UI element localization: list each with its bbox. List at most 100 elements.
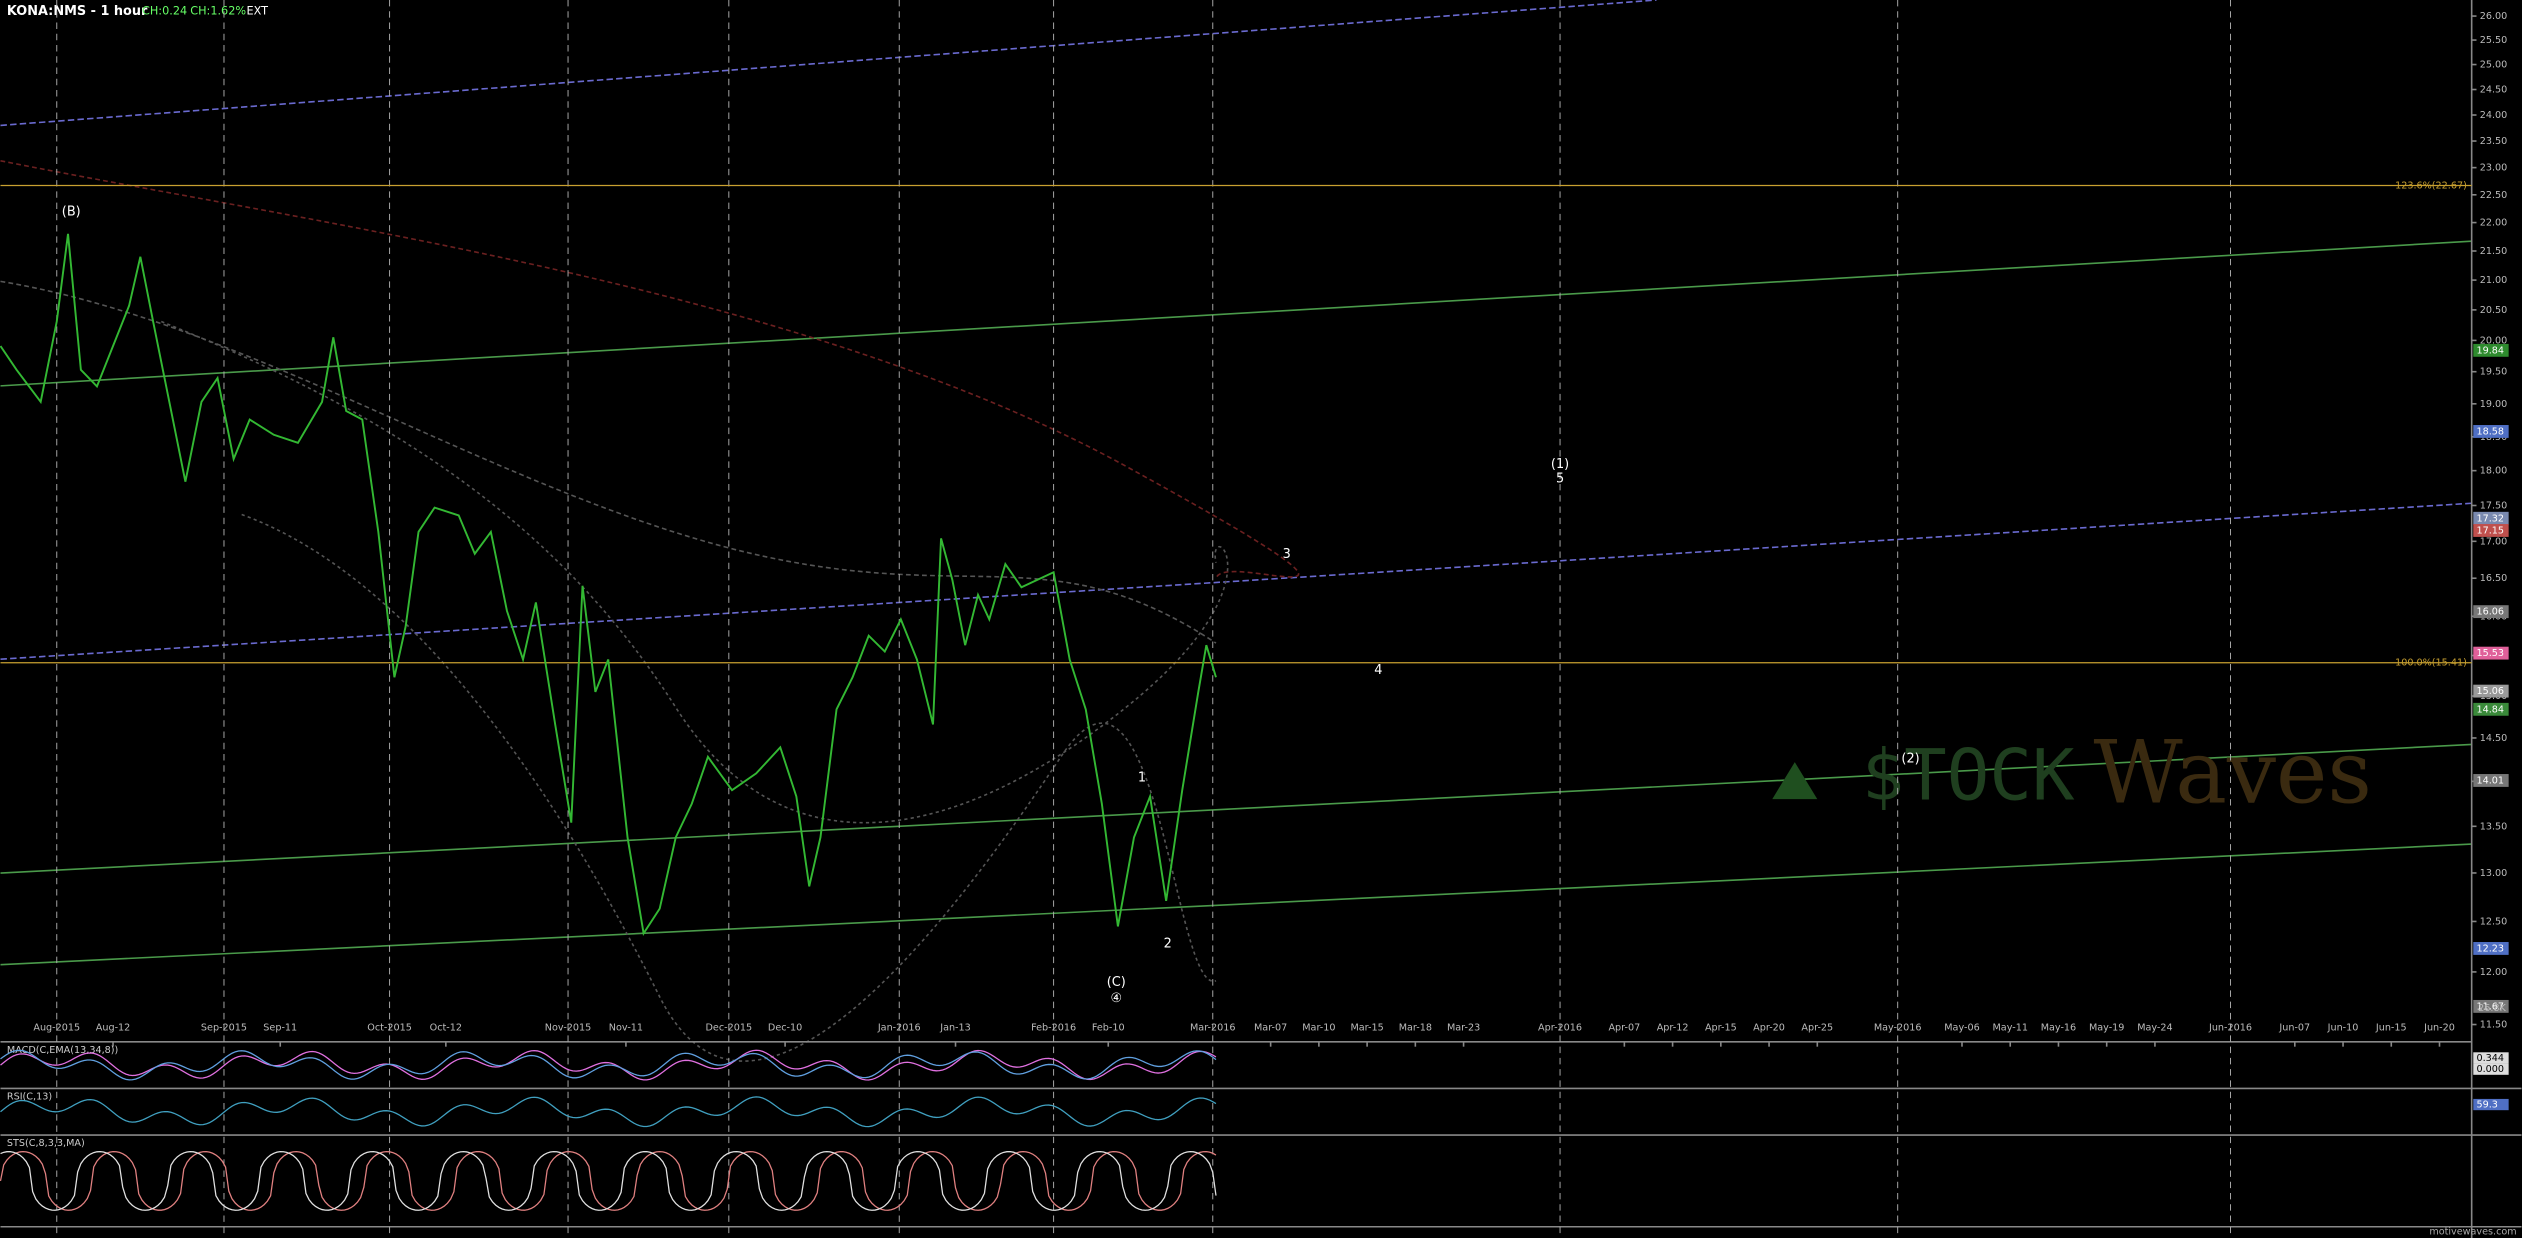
trend-line [0, 743, 2472, 874]
price-tag [2473, 511, 2509, 525]
wave-label: (C) [1107, 975, 1126, 990]
y-tick-label: 22.00 [2480, 218, 2508, 229]
x-tick-label: May-24 [2137, 1022, 2172, 1033]
x-tick-label: Apr-07 [1608, 1022, 1640, 1033]
x-tick-label: Jun-20 [2423, 1022, 2455, 1033]
readout-box [2473, 1052, 2509, 1064]
x-tick-label: Apr-15 [1705, 1022, 1737, 1033]
x-tick-label: Jun-2016 [2208, 1022, 2252, 1033]
footer: motivewaves.com [2429, 1227, 2516, 1238]
x-tick-label: Apr-25 [1801, 1022, 1833, 1033]
price-tag-label: 15.06 [2476, 686, 2504, 697]
bollinger-band [241, 513, 1217, 1062]
price-tag-label: 17.32 [2476, 513, 2504, 524]
y-tick-label: 25.50 [2480, 35, 2508, 46]
price-tag [2473, 425, 2509, 438]
session: EXT [246, 4, 268, 17]
price-tag-label: 18.58 [2476, 426, 2504, 437]
indicator-line [0, 1096, 1217, 1128]
x-tick-label: Mar-23 [1447, 1022, 1480, 1033]
price-tag [2473, 343, 2509, 357]
y-tick-label: 24.00 [2480, 110, 2508, 121]
y-tick-label: 16.50 [2480, 573, 2508, 584]
wave-label: ④ [1111, 991, 1123, 1006]
x-tick-label: Sep-2015 [201, 1022, 247, 1033]
fib-label: 100.0%(15.41) [2395, 658, 2467, 669]
y-tick-label: 21.00 [2480, 275, 2508, 286]
y-tick-label: 13.50 [2480, 821, 2508, 832]
wave-label: (1) [1551, 457, 1569, 472]
x-tick-label: Mar-18 [1399, 1022, 1432, 1033]
x-tick-label: Jun-07 [2278, 1022, 2310, 1033]
wave-label: 2 [1164, 936, 1172, 951]
moving-average [0, 280, 1217, 644]
y-tick-label: 17.00 [2480, 536, 2508, 547]
price-line [0, 233, 1217, 936]
price-tag-label: 19.84 [2476, 345, 2504, 356]
x-tick-label: Oct-2015 [367, 1022, 412, 1033]
moving-average [0, 159, 1300, 580]
y-tick-label: 20.00 [2480, 335, 2508, 346]
x-tick-label: Nov-11 [609, 1022, 643, 1033]
x-tick-label: May-16 [2041, 1022, 2076, 1033]
trend-line [0, 502, 2472, 660]
trend-line [0, 0, 1657, 127]
readout-box [2473, 1063, 2509, 1075]
readout: 0.000 [2476, 1064, 2504, 1075]
y-tick-label: 20.50 [2480, 305, 2508, 316]
x-tick-label: Oct-12 [430, 1022, 462, 1033]
readout: 59.3 [2476, 1100, 2497, 1111]
x-tick-label: Dec-2015 [706, 1022, 753, 1033]
x-tick-label: Mar-10 [1302, 1022, 1335, 1033]
symbol: KONA:NMS - 1 hour [7, 4, 148, 19]
x-tick-label: May-06 [1944, 1022, 1979, 1033]
wave-label: 4 [1374, 663, 1382, 678]
watermark-left: $TOCK [1862, 733, 2075, 816]
x-tick-label: Apr-2016 [1538, 1022, 1582, 1033]
price-tag-label: 15.53 [2476, 648, 2504, 659]
indicator-line [0, 1049, 1217, 1081]
y-tick-label: 25.00 [2480, 60, 2508, 71]
y-tick-label: 19.50 [2480, 367, 2508, 378]
price-tag [2473, 605, 2509, 619]
watermark-icon [1772, 762, 1818, 800]
price-tag [2473, 942, 2509, 955]
wave-label: (B) [62, 205, 81, 220]
x-tick-label: Apr-20 [1753, 1022, 1785, 1033]
x-tick-label: Nov-2015 [545, 1022, 592, 1033]
x-tick-label: Jun-10 [2327, 1022, 2359, 1033]
y-tick-label: 12.50 [2480, 916, 2508, 927]
indicator-line [0, 1150, 1217, 1211]
trend-line [0, 843, 2472, 966]
price-tag [2473, 524, 2509, 537]
watermark-right: Waves [2094, 722, 2372, 823]
y-tick-label: 26.00 [2480, 11, 2508, 22]
change-pct: CH:1.62% [190, 4, 246, 17]
x-tick-label: Jun-15 [2375, 1022, 2407, 1033]
price-tag [2473, 646, 2509, 660]
wave-label: 1 [1138, 771, 1146, 786]
price-tag-label: 14.01 [2476, 775, 2504, 786]
indicator-name: STS(C,8,3,3,MA) [7, 1138, 85, 1149]
trend-line [0, 240, 2472, 387]
price-tag-label: 12.23 [2476, 943, 2504, 954]
y-tick-label: 22.50 [2480, 190, 2508, 201]
y-tick-label: 21.50 [2480, 246, 2508, 257]
trend-lines [0, 0, 2472, 1062]
price-tag-label: 16.06 [2476, 607, 2504, 618]
y-tick-label: 17.50 [2480, 500, 2508, 511]
x-tick-label: Jan-13 [939, 1022, 971, 1033]
x-tick-label: Sep-11 [263, 1022, 297, 1033]
price-tag [2473, 774, 2509, 787]
y-tick-label: 19.00 [2480, 399, 2508, 410]
y-tick-label: 24.50 [2480, 85, 2508, 96]
indicator-line [0, 1150, 1217, 1211]
x-tick-label: Apr-12 [1657, 1022, 1689, 1033]
price-tag-label: 17.15 [2476, 525, 2504, 536]
volume-label: 26.8K [2478, 1003, 2506, 1014]
y-tick-label: 12.00 [2480, 967, 2508, 978]
x-tick-label: Dec-10 [768, 1022, 802, 1033]
